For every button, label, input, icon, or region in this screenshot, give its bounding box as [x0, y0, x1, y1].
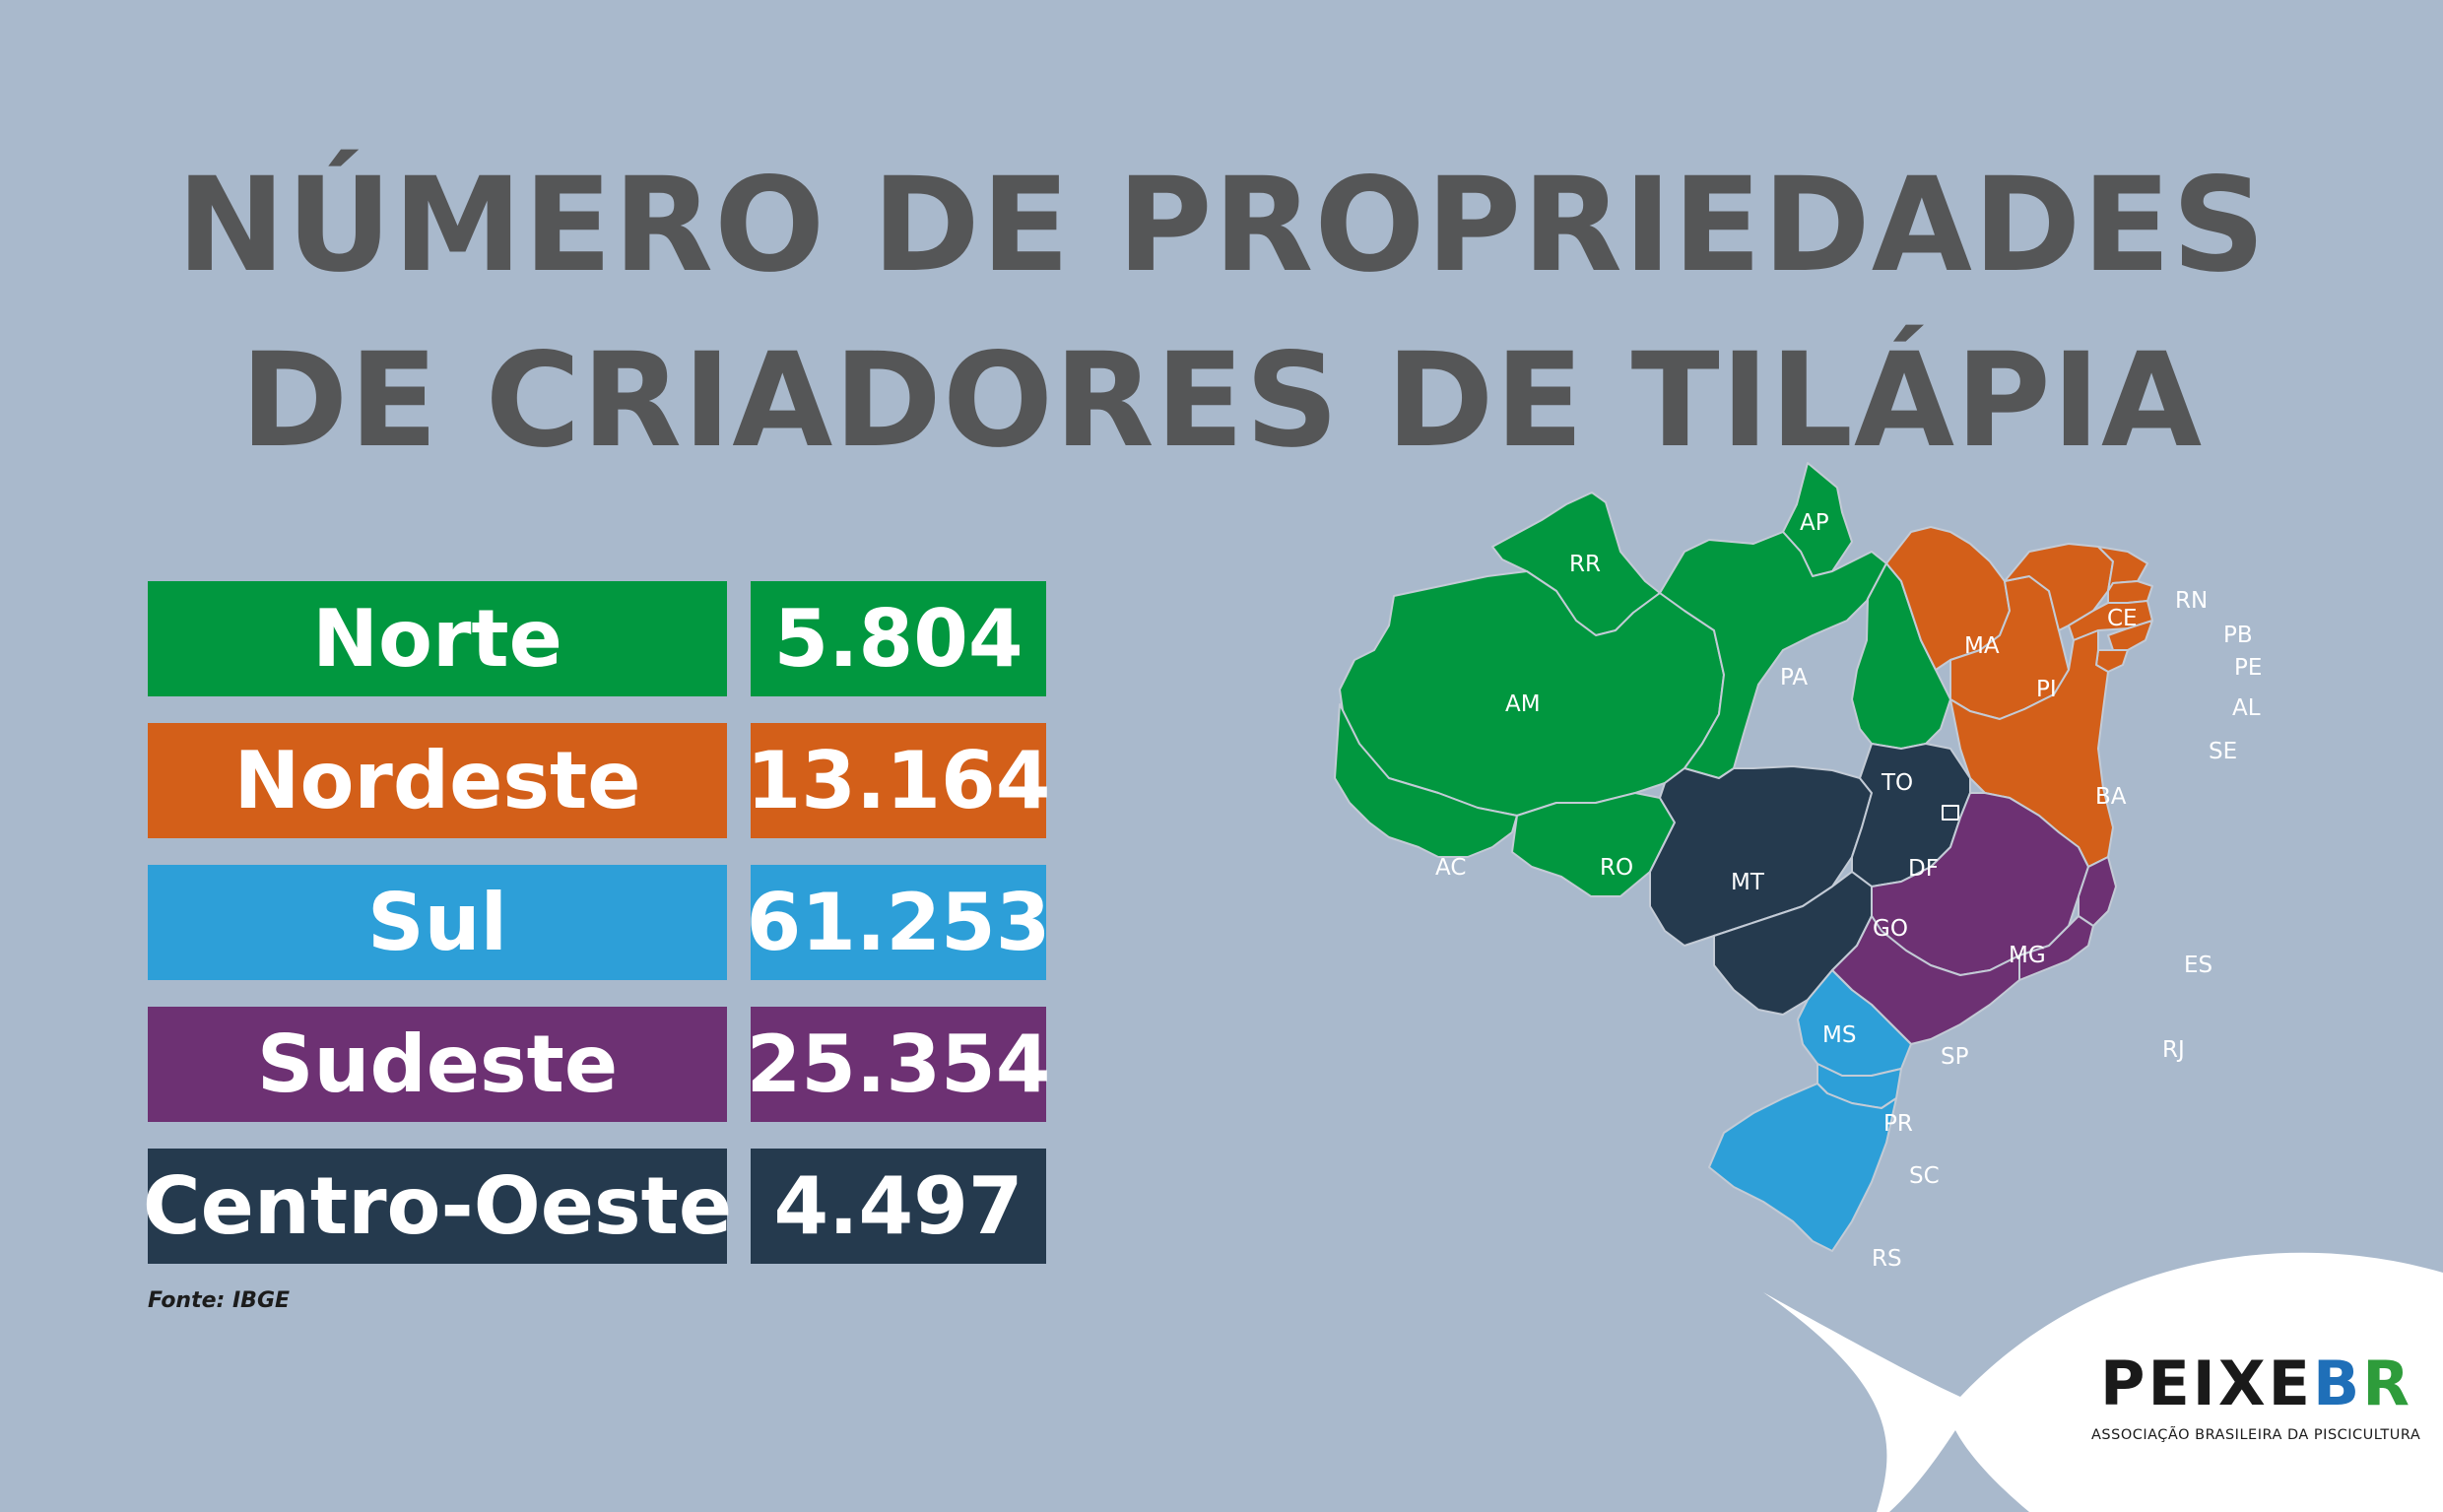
- region-value-sudeste: 25.354: [747, 1007, 1050, 1122]
- state-label-pi: PI: [2036, 677, 2057, 702]
- title-line-2: DE CRIADORES DE TILÁPIA: [239, 325, 2204, 477]
- region-name-sul: Sul: [148, 865, 727, 980]
- state-df: [1942, 805, 1959, 821]
- state-label-pa: PA: [1780, 665, 1808, 690]
- state-ce: [2004, 543, 2114, 631]
- state-rs: [1708, 1083, 1897, 1252]
- region-name-nordeste: Nordeste: [148, 723, 727, 838]
- region-value-sul: 61.253: [747, 865, 1050, 980]
- region-name-norte: Norte: [148, 581, 727, 696]
- brazil-map: AP RR AM PA AC RO TO MA PI CE RN PB PE A…: [1334, 462, 2262, 1272]
- state-ac: [1334, 703, 1518, 858]
- state-es: [2078, 856, 2117, 927]
- state-rj: [2018, 915, 2094, 981]
- region-name-sudeste: Sudeste: [148, 1007, 727, 1122]
- state-label-go: GO: [1873, 916, 1908, 942]
- state-pa: [1659, 531, 1887, 779]
- logo-word-b: B: [2313, 1348, 2363, 1419]
- state-label-am: AM: [1505, 691, 1541, 717]
- state-label-ro: RO: [1600, 855, 1633, 881]
- region-name-centro-oeste: Centro-Oeste: [143, 1149, 732, 1264]
- state-label-ba: BA: [2095, 784, 2127, 810]
- state-label-to: TO: [1881, 770, 1913, 796]
- state-label-pe: PE: [2234, 655, 2262, 681]
- state-pb: [2107, 580, 2153, 604]
- state-label-mg: MG: [2009, 943, 2046, 968]
- state-label-al: AL: [2232, 695, 2261, 721]
- state-label-sc: SC: [1909, 1163, 1940, 1189]
- state-label-rj: RJ: [2162, 1037, 2185, 1063]
- state-label-es: ES: [2184, 953, 2212, 978]
- logo-word-r: R: [2362, 1348, 2413, 1419]
- state-label-ce: CE: [2107, 606, 2138, 631]
- state-label-ma: MA: [1964, 633, 2000, 659]
- state-label-rs: RS: [1872, 1246, 1902, 1272]
- state-label-ap: AP: [1800, 510, 1829, 536]
- state-label-se: SE: [2209, 739, 2237, 764]
- state-label-sp: SP: [1941, 1044, 1969, 1070]
- state-label-ms: MS: [1822, 1022, 1856, 1048]
- state-labels: AP RR AM PA AC RO TO MA PI CE RN PB PE A…: [1435, 510, 2262, 1272]
- state-label-rr: RR: [1569, 552, 1601, 577]
- region-value-nordeste: 13.164: [747, 723, 1050, 838]
- state-label-pr: PR: [1883, 1111, 1913, 1137]
- title-line-1: NÚMERO DE PROPRIEDADES: [176, 150, 2267, 301]
- state-label-df: DF: [1908, 856, 1939, 882]
- state-label-mt: MT: [1731, 870, 1765, 895]
- source-note: Fonte: IBGE: [148, 1288, 291, 1313]
- state-label-rn: RN: [2175, 588, 2208, 614]
- region-value-centro-oeste: 4.497: [751, 1149, 1046, 1264]
- state-label-pb: PB: [2223, 623, 2253, 648]
- region-value-norte: 5.804: [751, 581, 1046, 696]
- page-title: NÚMERO DE PROPRIEDADES DE CRIADORES DE T…: [0, 138, 2443, 489]
- logo-subtitle: ASSOCIAÇÃO BRASILEIRA DA PISCICULTURA: [2091, 1427, 2421, 1443]
- logo-word-peixe: PEIXE: [2100, 1348, 2314, 1419]
- peixe-br-logo: PEIXEBR: [2100, 1348, 2412, 1419]
- state-label-ac: AC: [1435, 855, 1466, 881]
